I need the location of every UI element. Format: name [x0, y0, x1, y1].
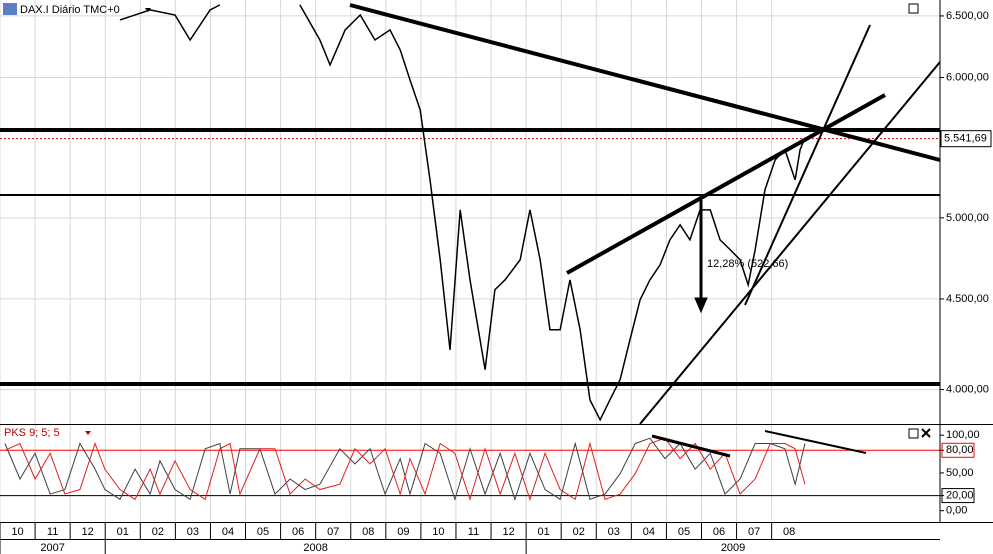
- dropdown[interactable]: [85, 431, 91, 435]
- y-tick-label: 20,00: [946, 489, 974, 501]
- x-tick-label: 07: [327, 526, 339, 538]
- price-tag: [940, 130, 992, 148]
- year-label: 2009: [721, 542, 745, 554]
- price-line: [4, 437, 806, 502]
- y-tick-label: 0,00: [946, 505, 967, 517]
- grids: [0, 0, 940, 522]
- x-tick-label: 08: [362, 526, 374, 538]
- trendline: [566, 93, 886, 275]
- x-tick-label: 02: [573, 526, 585, 538]
- x-tick-label: 04: [643, 526, 655, 538]
- y-tick-label: 6.000,00: [946, 71, 989, 83]
- x-tick-label: 05: [257, 526, 269, 538]
- chart-title: DAX.I Diário TMC+0: [20, 4, 120, 16]
- trendline: [349, 3, 941, 162]
- x-tick-label: 12: [82, 526, 94, 538]
- x-tick-label: 10: [11, 526, 23, 538]
- x-tick-label: 01: [538, 526, 550, 538]
- x-tick-label: 04: [222, 526, 234, 538]
- trendline: [651, 434, 731, 458]
- indicator-title: PKS 9; 5; 5: [4, 427, 60, 439]
- maximize-button[interactable]: [908, 428, 919, 439]
- x-tick-label: 03: [608, 526, 620, 538]
- price-label: 5.541,69: [944, 133, 987, 145]
- x-tick-label: 06: [292, 526, 304, 538]
- y-tick-label: 50,00: [946, 467, 974, 479]
- trendlines: [0, 3, 941, 458]
- y-tick-label: 5.000,00: [946, 212, 989, 224]
- y-tick-label: 6.500,00: [946, 10, 989, 22]
- year-label: 2007: [40, 542, 64, 554]
- x-tick-label: 07: [748, 526, 760, 538]
- x-tick-label: 11: [468, 526, 479, 538]
- dropdown[interactable]: [145, 8, 151, 12]
- y-tick-label: 100,00: [946, 429, 980, 441]
- x-tick-label: 06: [713, 526, 725, 538]
- level-tag: [941, 488, 975, 504]
- annotation: 12,28% (522,66): [707, 258, 788, 270]
- x-tick-label: 03: [187, 526, 199, 538]
- trendline: [764, 430, 867, 454]
- x-tick-label: 10: [432, 526, 444, 538]
- arrow-head: [694, 297, 708, 314]
- x-tick-label: 02: [152, 526, 164, 538]
- y-tick-label: 4.500,00: [946, 293, 989, 305]
- trendline: [639, 61, 941, 425]
- y-tick-label: 80,00: [946, 444, 974, 456]
- icon: [3, 3, 17, 15]
- price-line: [119, 4, 221, 42]
- x-tick-label: 08: [783, 526, 795, 538]
- trendline: [744, 24, 871, 306]
- level-tag: [941, 442, 975, 458]
- marks: [0, 4, 940, 502]
- x-tick-label: 09: [397, 526, 409, 538]
- close-button[interactable]: [921, 428, 931, 438]
- y-tick-label: 4.000,00: [946, 383, 989, 395]
- x-tick-label: 05: [678, 526, 690, 538]
- year-label: 2008: [303, 542, 327, 554]
- price-line: [299, 4, 806, 422]
- x-tick-label: 11: [47, 526, 58, 538]
- x-tick-label: 01: [117, 526, 129, 538]
- x-tick-label: 12: [502, 526, 514, 538]
- maximize-button[interactable]: [908, 3, 919, 14]
